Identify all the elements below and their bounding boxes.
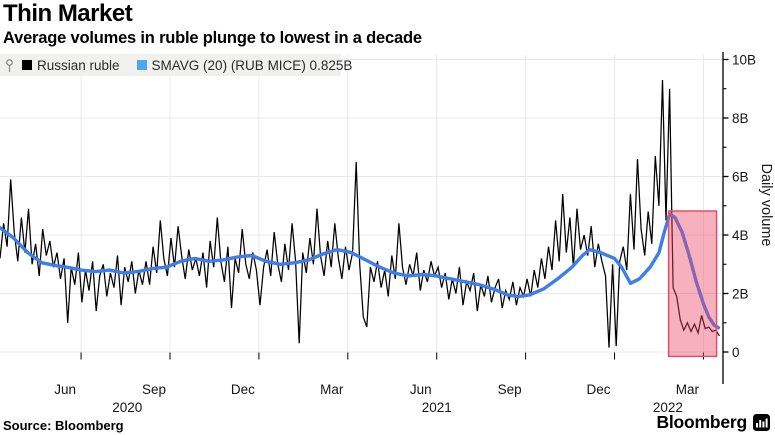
x-year-label: 2020 bbox=[112, 400, 142, 415]
x-year-label: 2022 bbox=[653, 400, 683, 415]
legend-label-russian-ruble: Russian ruble bbox=[37, 57, 120, 73]
x-month-label: Dec bbox=[231, 382, 255, 397]
y-tick-label: 4B bbox=[732, 228, 749, 243]
legend-swatch-smavg bbox=[136, 60, 147, 70]
legend-label-smavg: SMAVG (20) (RUB MICE) 0.825B bbox=[151, 57, 353, 73]
bloomberg-wordmark: Bloomberg bbox=[656, 412, 747, 432]
x-month-label: Mar bbox=[320, 382, 344, 397]
x-month-label: Jun bbox=[54, 382, 76, 397]
chart-legend: Russian ruble SMAVG (20) (RUB MICE) 0.82… bbox=[0, 54, 352, 76]
source-text: Source: Bloomberg bbox=[3, 418, 124, 433]
y-tick-label: 8B bbox=[732, 111, 749, 126]
y-tick-label: 10B bbox=[732, 52, 756, 67]
bloomberg-terminal-icon bbox=[753, 414, 770, 431]
y-tick-label: 6B bbox=[732, 169, 749, 184]
legend-item-smavg: SMAVG (20) (RUB MICE) 0.825B bbox=[136, 57, 353, 73]
y-tick-label: 2B bbox=[732, 286, 749, 301]
legend-swatch-russian-ruble bbox=[22, 60, 32, 70]
x-month-label: Sep bbox=[142, 382, 166, 397]
bloomberg-brand: Bloomberg bbox=[656, 412, 770, 433]
legend-item-russian-ruble: Russian ruble bbox=[22, 58, 120, 73]
highlight-region-border bbox=[667, 210, 718, 358]
smavg-series bbox=[0, 212, 721, 330]
pin-icon bbox=[5, 58, 14, 73]
highlight-region bbox=[668, 211, 717, 357]
x-month-label: Sep bbox=[498, 382, 522, 397]
y-axis-title: Daily volume bbox=[758, 164, 774, 247]
ruble-volume-series bbox=[0, 79, 720, 348]
chart-subtitle: Average volumes in ruble plunge to lowes… bbox=[3, 29, 422, 47]
x-month-label: Dec bbox=[587, 382, 611, 397]
chart-title: Thin Market bbox=[3, 0, 133, 27]
x-year-label: 2021 bbox=[422, 400, 452, 415]
x-month-label: Mar bbox=[676, 382, 700, 397]
x-month-label: Jun bbox=[410, 382, 432, 397]
y-tick-label: 0 bbox=[732, 345, 740, 360]
